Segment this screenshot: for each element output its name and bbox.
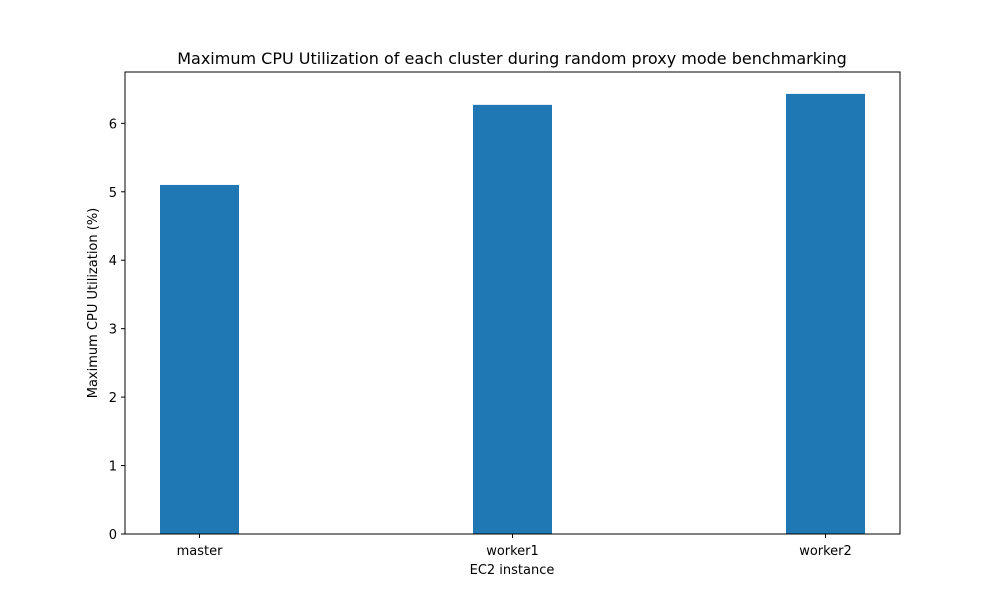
x-axis-label: EC2 instance — [470, 563, 555, 578]
y-tick-label-0: 0 — [109, 528, 117, 543]
y-tick-label-4: 4 — [109, 254, 117, 269]
x-tick-label-worker2: worker2 — [799, 544, 852, 559]
bar-worker2 — [786, 93, 865, 534]
chart-title: Maximum CPU Utilization of each cluster … — [177, 49, 847, 68]
bar-worker1 — [473, 104, 552, 534]
y-tick-label-5: 5 — [109, 186, 117, 201]
y-tick-label-2: 2 — [109, 391, 117, 406]
x-tick-label-worker1: worker1 — [486, 544, 539, 559]
y-tick-label-3: 3 — [109, 323, 117, 338]
y-axis-label: Maximum CPU Utilization (%) — [86, 208, 101, 399]
plot-frame — [124, 71, 901, 535]
bar-master — [160, 184, 239, 534]
y-tick-label-1: 1 — [109, 460, 117, 475]
x-tick-label-master: master — [177, 544, 223, 559]
plot-area: master worker1 worker2 0 1 2 3 4 5 6 — [109, 71, 901, 559]
y-tick-label-6: 6 — [109, 117, 117, 132]
